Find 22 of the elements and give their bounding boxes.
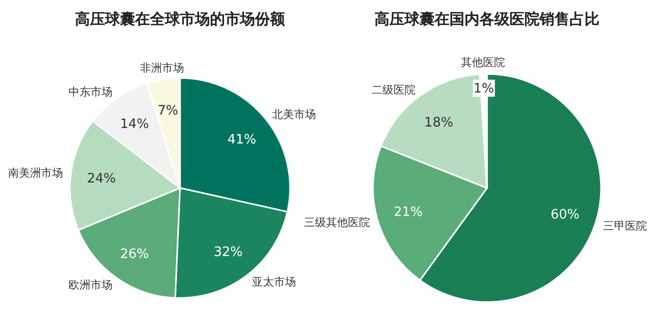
chart-title: 高压球囊在国内各级医院销售占比 (374, 10, 600, 28)
data-label: 24% (87, 172, 116, 187)
data-label: 60% (550, 207, 580, 222)
slice-label: 三级其他医院 (304, 216, 370, 230)
slice-label: 欧洲市场 (68, 278, 112, 292)
data-label: 41% (227, 132, 256, 148)
chart-title: 高压球囊在全球市场的市场份额 (75, 10, 286, 28)
data-label: 18% (424, 116, 454, 131)
slice-label: 亚太市场 (252, 276, 296, 289)
slice-label: 北美市场 (272, 108, 316, 122)
data-label: 1% (474, 82, 494, 97)
slice-label: 二级医院 (371, 83, 416, 96)
slice-label: 中东市场 (68, 85, 112, 98)
data-label: 26% (120, 246, 150, 262)
slice-label: 三甲医院 (603, 220, 648, 233)
data-label: 14% (120, 117, 150, 132)
data-label: 7% (158, 104, 178, 119)
data-label: 21% (394, 204, 423, 220)
data-label: 32% (214, 244, 243, 260)
slice-label: 非洲市场 (140, 61, 184, 74)
slice-label: 其他医院 (461, 56, 506, 70)
slice-label: 南美洲市场 (8, 166, 64, 180)
